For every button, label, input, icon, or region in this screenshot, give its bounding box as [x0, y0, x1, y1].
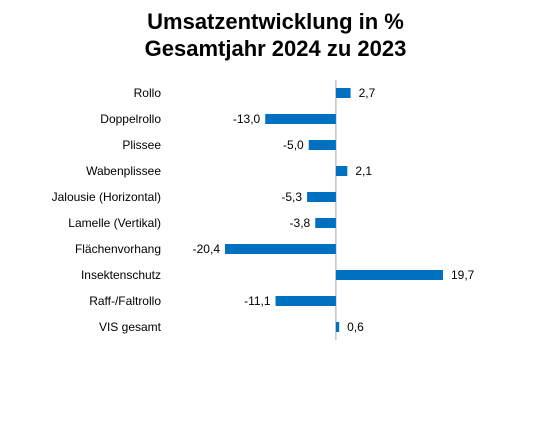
category-label: Insektenschutz: [81, 268, 161, 282]
bar: [225, 244, 336, 254]
category-label: Lamelle (Vertikal): [68, 216, 161, 230]
bar: [335, 166, 348, 176]
chart-title-line-2: Gesamtjahr 2024 zu 2023: [144, 36, 407, 61]
category-label: Flächenvorhang: [75, 242, 161, 256]
bar: [308, 140, 336, 150]
data-label: -11,1: [244, 294, 271, 308]
category-label: Raff-/Faltrollo: [89, 294, 161, 308]
category-label: Rollo: [134, 86, 162, 100]
data-label: 2,1: [355, 164, 372, 178]
category-label: Wabenplissee: [86, 164, 161, 178]
category-label: Plissee: [122, 138, 161, 152]
data-label: 19,7: [451, 268, 475, 282]
category-label: VIS gesamt: [99, 320, 162, 334]
bar: [315, 218, 336, 228]
bar: [335, 88, 351, 98]
bar: [335, 270, 443, 280]
bar: [307, 192, 336, 202]
category-label: Doppelrollo: [100, 112, 161, 126]
chart-title: Umsatzentwicklung in % Gesamtjahr 2024 z…: [0, 8, 551, 62]
data-label: 2,7: [359, 86, 376, 100]
category-label: Jalousie (Horizontal): [52, 190, 161, 204]
data-label: -3,8: [290, 216, 311, 230]
chart-title-line-1: Umsatzentwicklung in %: [147, 9, 404, 34]
data-label: -13,0: [233, 112, 261, 126]
data-label: 0,6: [347, 320, 364, 334]
data-label: -5,3: [281, 190, 302, 204]
data-label: -5,0: [283, 138, 304, 152]
bar: [335, 322, 340, 332]
bar: [275, 296, 336, 306]
data-label: -20,4: [193, 242, 221, 256]
bar: [265, 114, 336, 124]
